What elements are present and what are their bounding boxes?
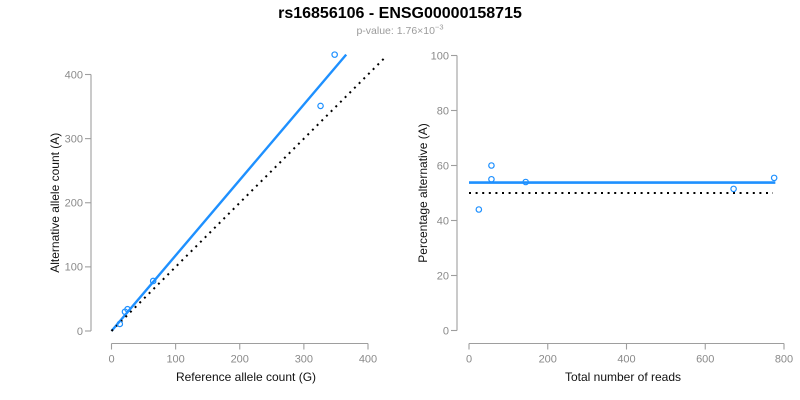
y-tick-label: 60 [437,160,449,172]
x-tick-label: 400 [617,354,635,366]
y-tick-label: 100 [65,262,83,274]
x-axis-title: Reference allele count (G) [176,370,316,384]
x-tick-label: 200 [539,354,557,366]
panel-left: 0 100 200 300 400 0 100 200 300 400 Reference alle… [48,51,387,384]
p-value-text: p-value: 1.76×10 [356,25,435,37]
x-axis-title: Total number of reads [565,370,681,384]
x-tick-label: 400 [359,354,377,366]
regression-line [110,53,348,332]
y-tick-label: 0 [443,325,449,337]
data-point [730,185,737,193]
data-point [331,51,338,58]
p-value-exponent: −3 [434,22,444,32]
data-point [124,305,131,313]
y-tick-label: 400 [65,69,83,81]
y-axis-title: Percentage alternative (A) [416,123,430,262]
data-point [317,102,324,110]
data-point [149,277,157,285]
y-tick-label: 40 [437,215,449,227]
x-tick-label: 100 [166,354,184,366]
data-point [475,206,483,213]
figure-title: rs16856106 - ENSG00000158715 [278,5,522,22]
x-tick-label: 200 [231,354,249,366]
figure-subtitle: p-value: 1.76×10−3 [0,22,800,37]
y-tick-label: 100 [431,50,449,62]
y-tick-label: 300 [65,133,83,145]
x-tick-label: 300 [295,354,313,366]
panel-right: 0 20 40 60 80 100 0 200 400 600 800 Total number of… [416,50,793,384]
y-axis-title: Alternative allele count (A) [48,133,62,273]
x-tick-label: 0 [466,354,472,366]
x-tick-label: 800 [775,354,793,366]
data-point [488,162,495,169]
data-point [522,178,530,186]
y-tick-label: 200 [65,198,83,210]
x-tick-label: 0 [108,354,114,366]
identity-line [110,55,387,332]
y-tick-label: 20 [437,270,449,282]
data-point [770,174,778,182]
y-tick-label: 0 [77,326,83,338]
data-point [116,320,124,328]
x-tick-label: 600 [696,354,714,366]
y-tick-label: 80 [437,105,449,117]
data-point [488,175,495,183]
